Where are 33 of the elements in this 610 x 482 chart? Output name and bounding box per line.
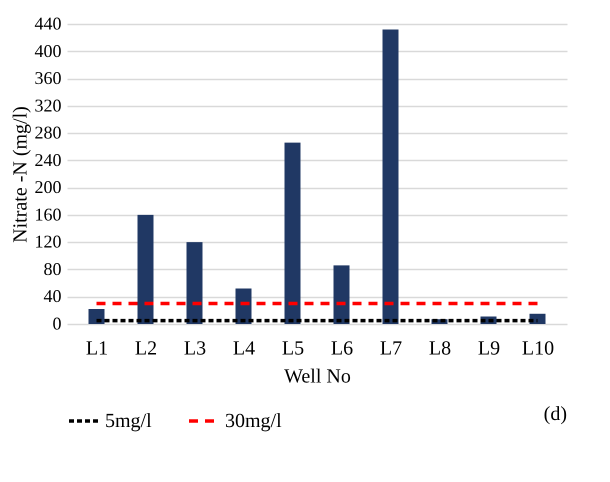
- y-tick-label: 280: [34, 122, 62, 143]
- y-axis-title: Nitrate -N (mg/l): [10, 106, 32, 243]
- x-tick-label: L9: [478, 338, 500, 360]
- bar: [284, 142, 300, 324]
- x-tick-label: L3: [184, 338, 206, 360]
- legend-label: 5mg/l: [105, 410, 152, 432]
- legend-label: 30mg/l: [225, 410, 282, 432]
- text: (d): [544, 403, 567, 425]
- y-tick-label: 360: [34, 68, 62, 88]
- x-tick-label: L8: [428, 338, 452, 360]
- bar: [186, 242, 202, 324]
- x-tick-label: L4: [232, 338, 256, 360]
- y-tick-label: 160: [34, 204, 62, 224]
- y-tick-label: 40: [44, 286, 62, 306]
- y-tick-label: 400: [34, 40, 62, 61]
- x-tick-label: L6: [330, 338, 354, 360]
- x-tick-label: L7: [380, 338, 402, 360]
- y-tick-label: 0: [52, 314, 62, 334]
- x-tick-label: L5: [282, 338, 304, 360]
- x-tick-label: L1: [86, 338, 108, 360]
- y-tick-label: 320: [34, 95, 62, 116]
- y-tick-label: 80: [44, 258, 62, 279]
- y-tick-label: 440: [34, 14, 62, 34]
- bar: [88, 309, 104, 324]
- bar: [334, 265, 350, 324]
- y-tick-label: 120: [34, 232, 62, 252]
- x-axis-title: Well No: [284, 366, 351, 388]
- bar: [382, 29, 398, 324]
- x-tick-label: L2: [134, 338, 158, 360]
- bar: [138, 214, 154, 324]
- x-tick-label: L10: [522, 338, 554, 360]
- y-tick-label: 240: [34, 150, 62, 170]
- y-tick-label: 200: [34, 177, 62, 198]
